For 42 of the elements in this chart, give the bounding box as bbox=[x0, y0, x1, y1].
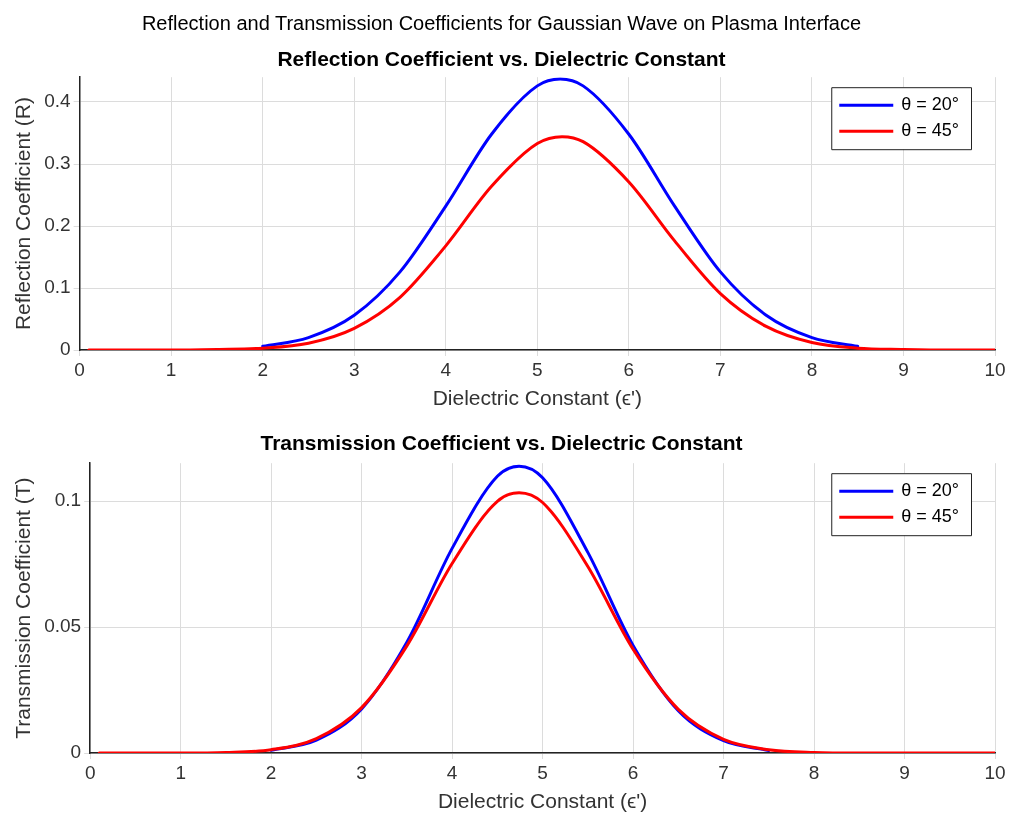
x-tick-label: 2 bbox=[257, 358, 268, 380]
x-tick-label: 7 bbox=[715, 358, 726, 380]
y-axis-title: Transmission Coefficient (T) bbox=[11, 477, 35, 739]
x-axis-title: Dielectric Constant (ϵ') bbox=[437, 789, 648, 813]
line-series bbox=[87, 135, 995, 350]
legend-label: θ = 45° bbox=[901, 506, 960, 527]
x-tick-label: 8 bbox=[808, 761, 820, 783]
y-tick-label: 0.2 bbox=[44, 214, 71, 236]
y-tick-label: 0.1 bbox=[44, 276, 71, 298]
x-tick-label: 4 bbox=[440, 358, 452, 380]
x-tick-label: 6 bbox=[627, 761, 639, 783]
x-tick-label: 3 bbox=[356, 761, 367, 783]
x-tick-label: 5 bbox=[532, 358, 543, 380]
x-tick-label: 9 bbox=[899, 761, 910, 783]
y-tick-label: 0.05 bbox=[44, 615, 82, 637]
x-tick-label: 1 bbox=[165, 358, 177, 380]
line-series bbox=[261, 77, 860, 348]
x-tick-label: 10 bbox=[984, 761, 1006, 783]
x-tick-label: 10 bbox=[984, 358, 1006, 380]
x-tick-label: 9 bbox=[898, 358, 909, 380]
legend-label: θ = 20° bbox=[901, 480, 960, 501]
x-axis-title: Dielectric Constant (ϵ') bbox=[432, 386, 642, 410]
chart-title: Transmission Coefficient vs. Dielectric Constant bbox=[260, 431, 743, 455]
y-tick-label: 0.3 bbox=[44, 152, 71, 174]
y-axis-title: Reflection Coefficient (R) bbox=[11, 97, 35, 331]
x-tick-label: 6 bbox=[623, 358, 635, 380]
x-tick-label: 4 bbox=[446, 761, 458, 783]
chart-title: Reflection and Transmission Coefficients for Gaussian Wave on Plasma Interface bbox=[141, 11, 862, 34]
x-tick-label: 7 bbox=[718, 761, 729, 783]
y-tick-label: 0 bbox=[70, 741, 82, 763]
x-tick-label: 8 bbox=[806, 358, 818, 380]
x-tick-label: 2 bbox=[265, 761, 277, 783]
y-tick-label: 0.1 bbox=[54, 489, 82, 511]
y-tick-label: 0.4 bbox=[44, 90, 72, 112]
x-tick-label: 3 bbox=[348, 358, 360, 380]
legend-label: θ = 20° bbox=[901, 94, 960, 115]
x-tick-label: 1 bbox=[175, 761, 186, 783]
x-tick-label: 5 bbox=[537, 761, 548, 783]
chart-subtitle: Reflection Coefficient vs. Dielectric Constant bbox=[277, 47, 726, 71]
legend-label: θ = 45° bbox=[901, 120, 960, 141]
y-tick-label: 0 bbox=[60, 338, 71, 360]
x-tick-label: 0 bbox=[84, 761, 96, 783]
